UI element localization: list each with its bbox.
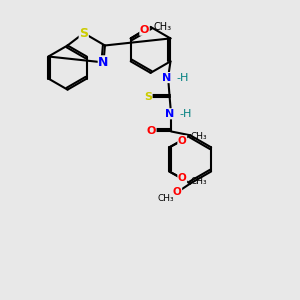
Text: CH₃: CH₃: [157, 194, 174, 203]
Text: N: N: [162, 73, 171, 82]
Text: O: O: [147, 126, 156, 136]
Text: N: N: [98, 56, 109, 69]
Text: O: O: [140, 25, 149, 35]
Text: CH₃: CH₃: [153, 22, 172, 32]
Text: -H: -H: [179, 109, 192, 119]
Text: CH₃: CH₃: [190, 132, 207, 141]
Text: CH₃: CH₃: [190, 177, 207, 186]
Text: S: S: [79, 27, 88, 40]
Text: N: N: [165, 109, 174, 119]
Text: O: O: [173, 187, 182, 197]
Text: S: S: [144, 92, 152, 102]
Text: -H: -H: [176, 73, 189, 82]
Text: O: O: [178, 173, 187, 183]
Text: O: O: [178, 136, 187, 146]
